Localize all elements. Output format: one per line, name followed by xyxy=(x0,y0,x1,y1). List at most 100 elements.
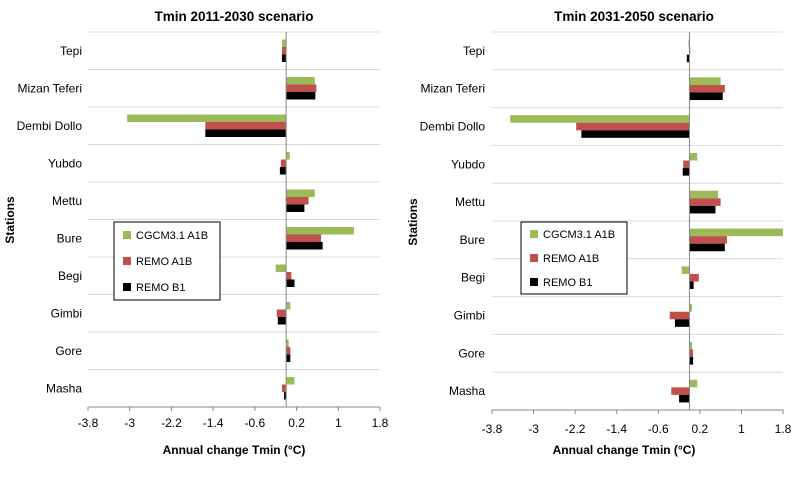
x-tick-label: -3.8 xyxy=(482,422,503,436)
legend-label: REMO B1 xyxy=(543,277,593,289)
legend-swatch xyxy=(123,231,131,239)
bar xyxy=(689,228,783,237)
bar xyxy=(281,47,287,55)
bar xyxy=(689,84,725,93)
category-label: Begi xyxy=(58,269,82,283)
bar xyxy=(281,54,287,62)
bar xyxy=(689,198,721,206)
x-tick-label: -0.6 xyxy=(648,422,669,436)
bar xyxy=(286,92,316,100)
x-tick-label: 0.2 xyxy=(288,416,305,430)
legend-label: CGCM3.1 A1B xyxy=(543,229,615,241)
category-label: Masha xyxy=(449,384,485,398)
bar xyxy=(688,39,690,48)
legend: CGCM3.1 A1B REMO A1B REMO B1 xyxy=(520,221,628,295)
bar xyxy=(286,84,317,92)
x-tick-label: -1.4 xyxy=(606,422,627,436)
bar xyxy=(286,197,309,205)
bar xyxy=(286,272,292,280)
x-tick-label: 0.2 xyxy=(692,422,709,436)
category-label: Tepi xyxy=(60,44,82,58)
bar xyxy=(286,339,289,347)
x-tick-label: -3 xyxy=(528,422,539,436)
category-label: Mettu xyxy=(52,194,82,208)
x-tick-label: -2.2 xyxy=(161,416,182,430)
legend-box xyxy=(113,221,221,301)
bar xyxy=(682,168,690,176)
bar xyxy=(280,159,287,167)
legend-swatch xyxy=(530,254,538,262)
bar xyxy=(689,341,693,350)
category-label: Mizan Teferi xyxy=(18,81,82,95)
bar xyxy=(276,309,287,317)
category-label: Dembi Dollo xyxy=(420,120,486,134)
bar xyxy=(286,354,291,362)
chart-panel-left: Tmin 2011-2030 scenario Tepi Mizan Teferi D… xyxy=(3,9,389,457)
bar xyxy=(286,77,315,85)
legend: CGCM3.1 A1B REMO A1B REMO B1 xyxy=(113,221,221,301)
legend-label: CGCM3.1 A1B xyxy=(136,230,208,242)
x-tick-label: -0.6 xyxy=(245,416,266,430)
bar xyxy=(205,122,287,130)
bar xyxy=(689,205,716,214)
bar xyxy=(689,243,725,252)
bar xyxy=(286,204,305,212)
bar xyxy=(286,189,315,197)
bar xyxy=(683,160,690,169)
bar xyxy=(286,234,322,242)
x-tick-label: 1 xyxy=(335,416,342,430)
bar xyxy=(674,319,690,327)
legend-swatch xyxy=(530,230,538,238)
bar xyxy=(284,392,287,400)
category-label: Mettu xyxy=(455,195,485,209)
legend-box xyxy=(520,221,628,295)
category-label: Masha xyxy=(46,381,82,395)
bar xyxy=(689,379,698,388)
x-tick-label: 1.8 xyxy=(775,422,792,436)
x-tick-label: -3 xyxy=(124,416,135,430)
bar xyxy=(275,264,287,272)
x-axis-title: Annual change Tmin (°C) xyxy=(553,443,696,457)
bar xyxy=(679,394,690,403)
legend-label: REMO A1B xyxy=(543,253,599,265)
bar xyxy=(689,273,699,282)
bar xyxy=(689,92,723,101)
bar xyxy=(689,349,694,358)
category-label: Yubdo xyxy=(451,157,485,171)
bar xyxy=(689,281,694,290)
x-tick-label: -2.2 xyxy=(565,422,586,436)
y-axis-title: Stations xyxy=(3,196,17,244)
category-label: Gore xyxy=(458,346,485,360)
x-axis-title: Annual change Tmin (°C) xyxy=(163,443,306,457)
bar xyxy=(686,54,690,63)
category-label: Dembi Dollo xyxy=(17,119,83,133)
category-label: Tepi xyxy=(463,44,485,58)
bar xyxy=(581,130,690,138)
chart-title: Tmin 2031-2050 scenario xyxy=(554,9,714,24)
legend-swatch xyxy=(123,283,131,291)
bar xyxy=(576,122,690,131)
bar xyxy=(286,377,295,385)
legend-label: REMO B1 xyxy=(136,282,186,294)
bar xyxy=(286,227,354,235)
x-tick-label: 1.8 xyxy=(372,416,389,430)
bar xyxy=(689,236,727,244)
legend-swatch xyxy=(123,257,131,265)
bar xyxy=(286,302,291,310)
category-label: Begi xyxy=(461,271,485,285)
category-label: Bure xyxy=(57,231,83,245)
bar xyxy=(281,39,287,47)
bar xyxy=(689,77,721,85)
bar xyxy=(281,384,287,392)
x-tick-label: -3.8 xyxy=(78,416,99,430)
bar xyxy=(681,266,690,274)
bar xyxy=(286,242,323,250)
bar xyxy=(671,387,690,395)
category-label: Gimbi xyxy=(51,306,82,320)
bar xyxy=(286,152,290,160)
category-label: Gore xyxy=(55,344,82,358)
legend-swatch xyxy=(530,278,538,286)
x-tick-label: -1.4 xyxy=(203,416,224,430)
